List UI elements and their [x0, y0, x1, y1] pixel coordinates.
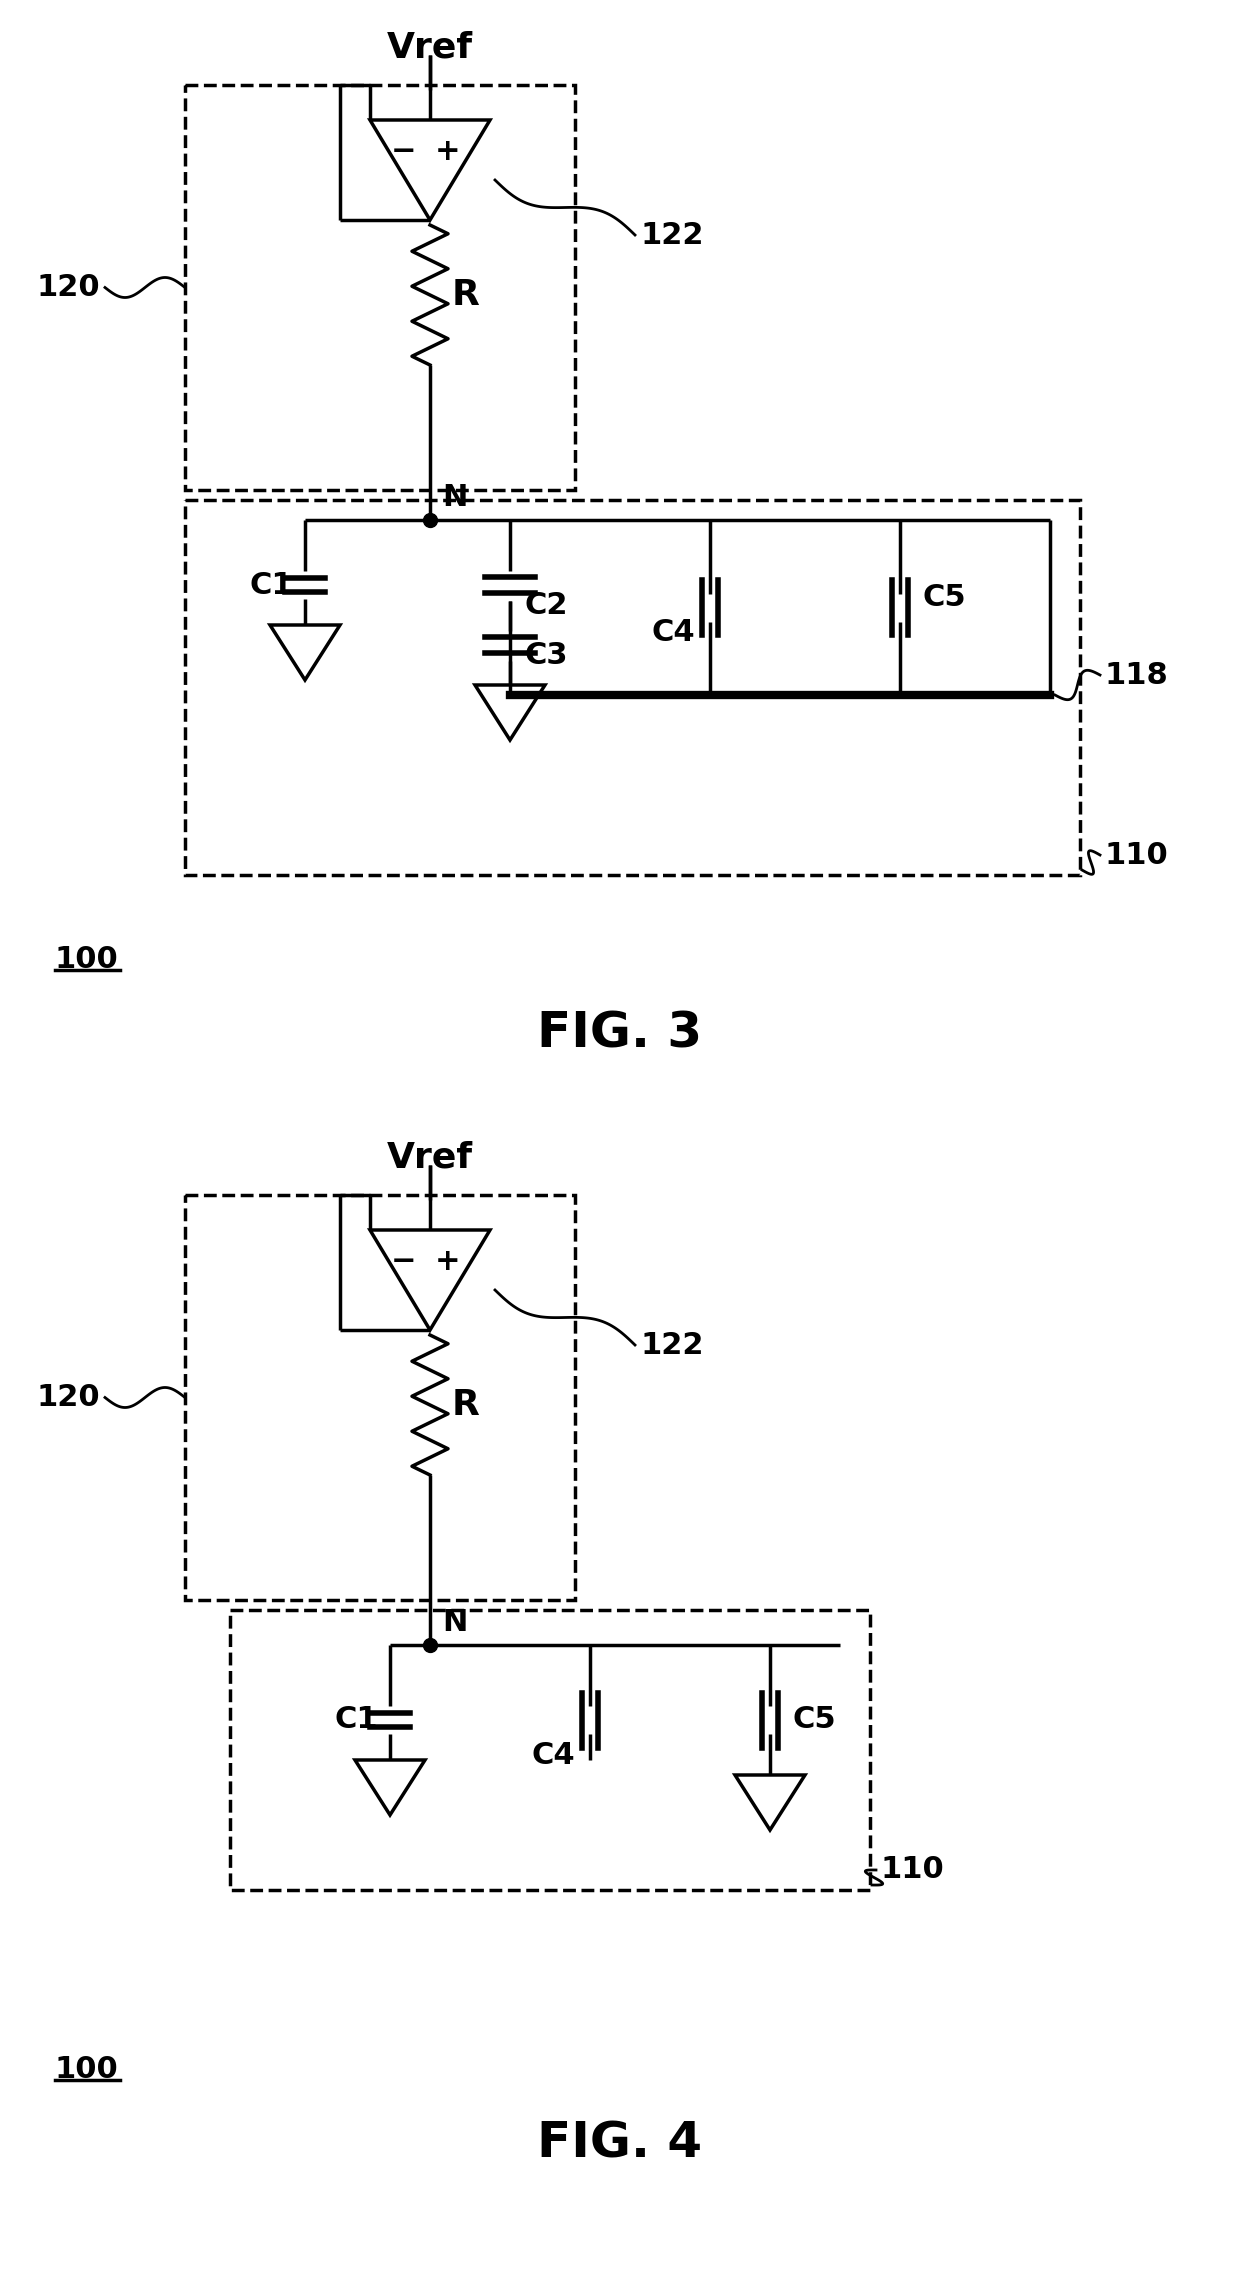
Text: Vref: Vref	[387, 30, 474, 64]
Bar	[185, 84, 575, 490]
Text: 120: 120	[36, 273, 100, 303]
Text: FIG. 3: FIG. 3	[537, 1011, 703, 1059]
Text: C3: C3	[525, 640, 568, 669]
Text: C4: C4	[532, 1740, 575, 1769]
Text: R: R	[453, 278, 480, 312]
Text: C1: C1	[249, 572, 293, 599]
Text: +: +	[435, 1248, 461, 1277]
Text: 100: 100	[55, 2056, 119, 2083]
Text: N: N	[441, 483, 467, 512]
Text: C2: C2	[525, 590, 568, 619]
Text: −: −	[392, 137, 417, 166]
Text: C4: C4	[651, 617, 694, 647]
Text: Vref: Vref	[387, 1141, 474, 1175]
Bar	[185, 1195, 575, 1601]
Text: C5: C5	[923, 583, 966, 613]
Text: 100: 100	[55, 945, 119, 975]
Text: 122: 122	[640, 221, 703, 250]
Text: 110: 110	[880, 1856, 944, 1885]
Text: +: +	[435, 137, 461, 166]
Text: 120: 120	[36, 1382, 100, 1412]
Text: 118: 118	[1105, 660, 1169, 690]
Text: 122: 122	[640, 1330, 703, 1359]
Text: C1: C1	[335, 1705, 378, 1735]
Text: N: N	[441, 1608, 467, 1637]
Bar	[229, 1610, 870, 1890]
Text: 110: 110	[1105, 840, 1169, 870]
Text: FIG. 4: FIG. 4	[537, 2120, 703, 2168]
Bar	[185, 501, 1080, 874]
Text: R: R	[453, 1389, 480, 1423]
Text: C5: C5	[792, 1705, 836, 1735]
Text: −: −	[392, 1248, 417, 1277]
